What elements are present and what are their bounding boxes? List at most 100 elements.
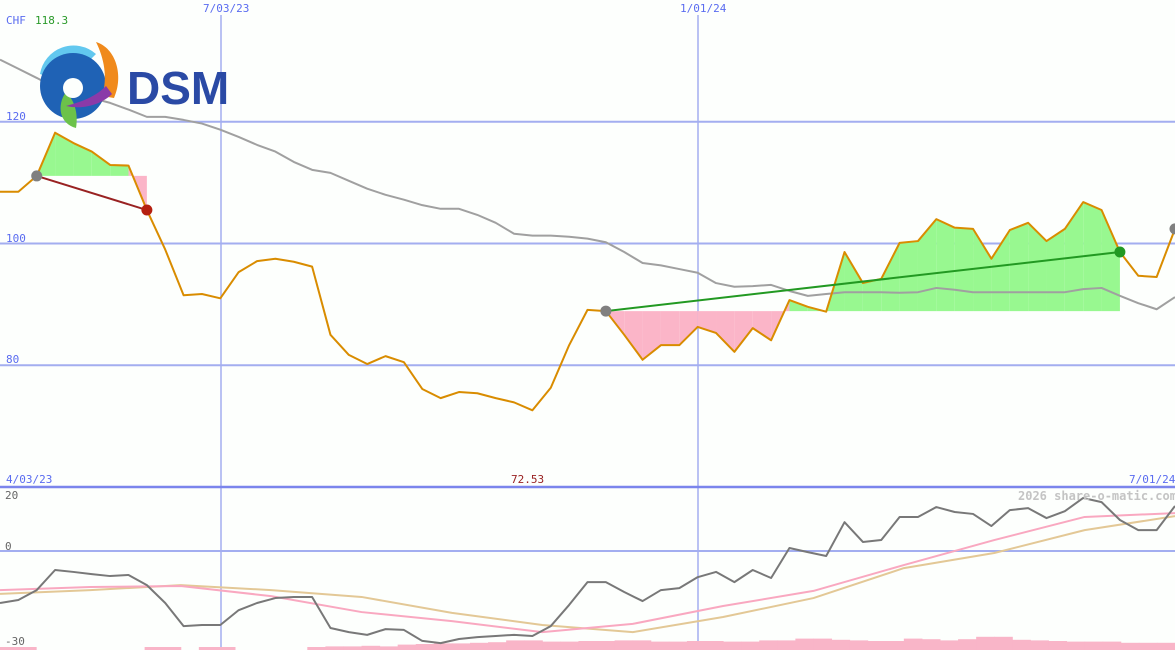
volume-bar [958, 639, 977, 650]
osc-slow-average-line [0, 515, 1175, 634]
signal-fill [917, 219, 937, 312]
volume-bar [994, 636, 1013, 650]
volume-bar [0, 647, 19, 650]
company-logo: DSM [36, 36, 241, 132]
signal-fill [73, 143, 92, 176]
signal-end-marker [141, 204, 153, 216]
x-tick-label: 7/03/23 [203, 2, 250, 15]
volume-bar [162, 647, 182, 650]
y-tick-label: 80 [6, 353, 20, 366]
volume-bar [849, 640, 869, 650]
signal-fill [752, 311, 772, 341]
volume-bar [705, 641, 724, 650]
volume-bar [867, 641, 887, 650]
svg-text:DSM: DSM [127, 62, 229, 114]
volume-bar [632, 640, 652, 650]
oscillator-line [0, 496, 1175, 645]
volume-bar [976, 636, 995, 650]
signal-fill [789, 300, 808, 312]
signal-fill [991, 230, 1010, 312]
signal-fill [55, 132, 74, 176]
volume-bar [542, 641, 561, 650]
signal-fill [660, 311, 680, 346]
volume-bar [361, 645, 381, 650]
volume-bar [18, 647, 37, 650]
signal-start-marker [600, 305, 612, 317]
volume-bar [885, 641, 905, 650]
volume-bar [1102, 641, 1122, 650]
volume-bar [668, 641, 688, 650]
price-line [0, 131, 1175, 412]
signal-fill [1009, 222, 1029, 312]
volume-bar [777, 640, 796, 650]
osc-y-tick-label: -30 [5, 635, 25, 648]
volume-bar [488, 642, 507, 650]
min-price-label: 72.53 [511, 473, 545, 486]
currency-label: CHF [6, 14, 26, 27]
signal-trend-line [605, 251, 1121, 313]
volume-bar [1066, 641, 1086, 650]
volume-bar [379, 646, 399, 650]
volume-bar [813, 638, 833, 650]
x-tick-label: 4/03/23 [6, 473, 53, 486]
osc-y-tick-label: 20 [5, 489, 19, 502]
osc-y-tick-label: 0 [5, 540, 12, 553]
volume-bar [343, 646, 363, 650]
signal-fill [862, 278, 882, 312]
signal-start-marker [31, 170, 43, 182]
signal-fill [936, 219, 955, 312]
volume-bar [470, 642, 489, 650]
volume-bar [1084, 641, 1104, 650]
volume-bar [940, 640, 959, 650]
volume-bar [144, 647, 164, 650]
signal-fill [1083, 202, 1102, 312]
volume-bar [831, 639, 851, 650]
signal-fill [624, 311, 643, 360]
signal-fill [973, 228, 992, 312]
volume-bar [596, 641, 616, 650]
x-tick-label: 1/01/24 [680, 2, 727, 15]
osc-fast-average-line [0, 512, 1175, 634]
volume-bar [216, 647, 236, 650]
volume-bar [1120, 642, 1140, 650]
volume-bar [1156, 642, 1175, 650]
signal-fill [844, 252, 863, 312]
y-tick-label: 100 [6, 232, 26, 245]
volume-bar [921, 639, 941, 650]
volume-bar [325, 646, 344, 650]
volume-bar [415, 644, 435, 650]
signal-end-marker [1114, 246, 1126, 258]
signal-fill [91, 151, 111, 176]
x-tick-label: 7/01/24 [1129, 473, 1175, 486]
volume-bar [560, 641, 579, 650]
volume-bar [686, 641, 706, 650]
volume-bar [307, 647, 326, 650]
y-tick-label: 120 [6, 110, 26, 123]
volume-bar [795, 638, 814, 650]
volume-bar [1138, 642, 1158, 650]
volume-bar [1030, 640, 1049, 650]
volume-bar [650, 641, 670, 650]
open-signal-marker [1169, 223, 1175, 235]
volume-bar [759, 640, 778, 650]
signal-fill [679, 311, 698, 346]
volume-bar [397, 644, 417, 650]
volume-bar [198, 647, 218, 650]
signal-fill [110, 164, 129, 176]
signal-fill [716, 311, 735, 352]
volume-bar [723, 641, 742, 650]
signal-fill [1101, 210, 1120, 312]
signal-fill [881, 242, 900, 312]
volume-bar [903, 638, 923, 650]
volume-bar [578, 641, 598, 650]
volume-bar [1012, 639, 1031, 650]
volume-bar [451, 643, 471, 650]
watermark: 2026 share-o-matic.com [1018, 489, 1175, 503]
max-price-label: 118.3 [35, 14, 69, 27]
long-moving-average-line [0, 58, 1175, 311]
volume-bar [506, 640, 525, 650]
signal-fill [1028, 222, 1047, 312]
volume-bar [741, 641, 760, 650]
